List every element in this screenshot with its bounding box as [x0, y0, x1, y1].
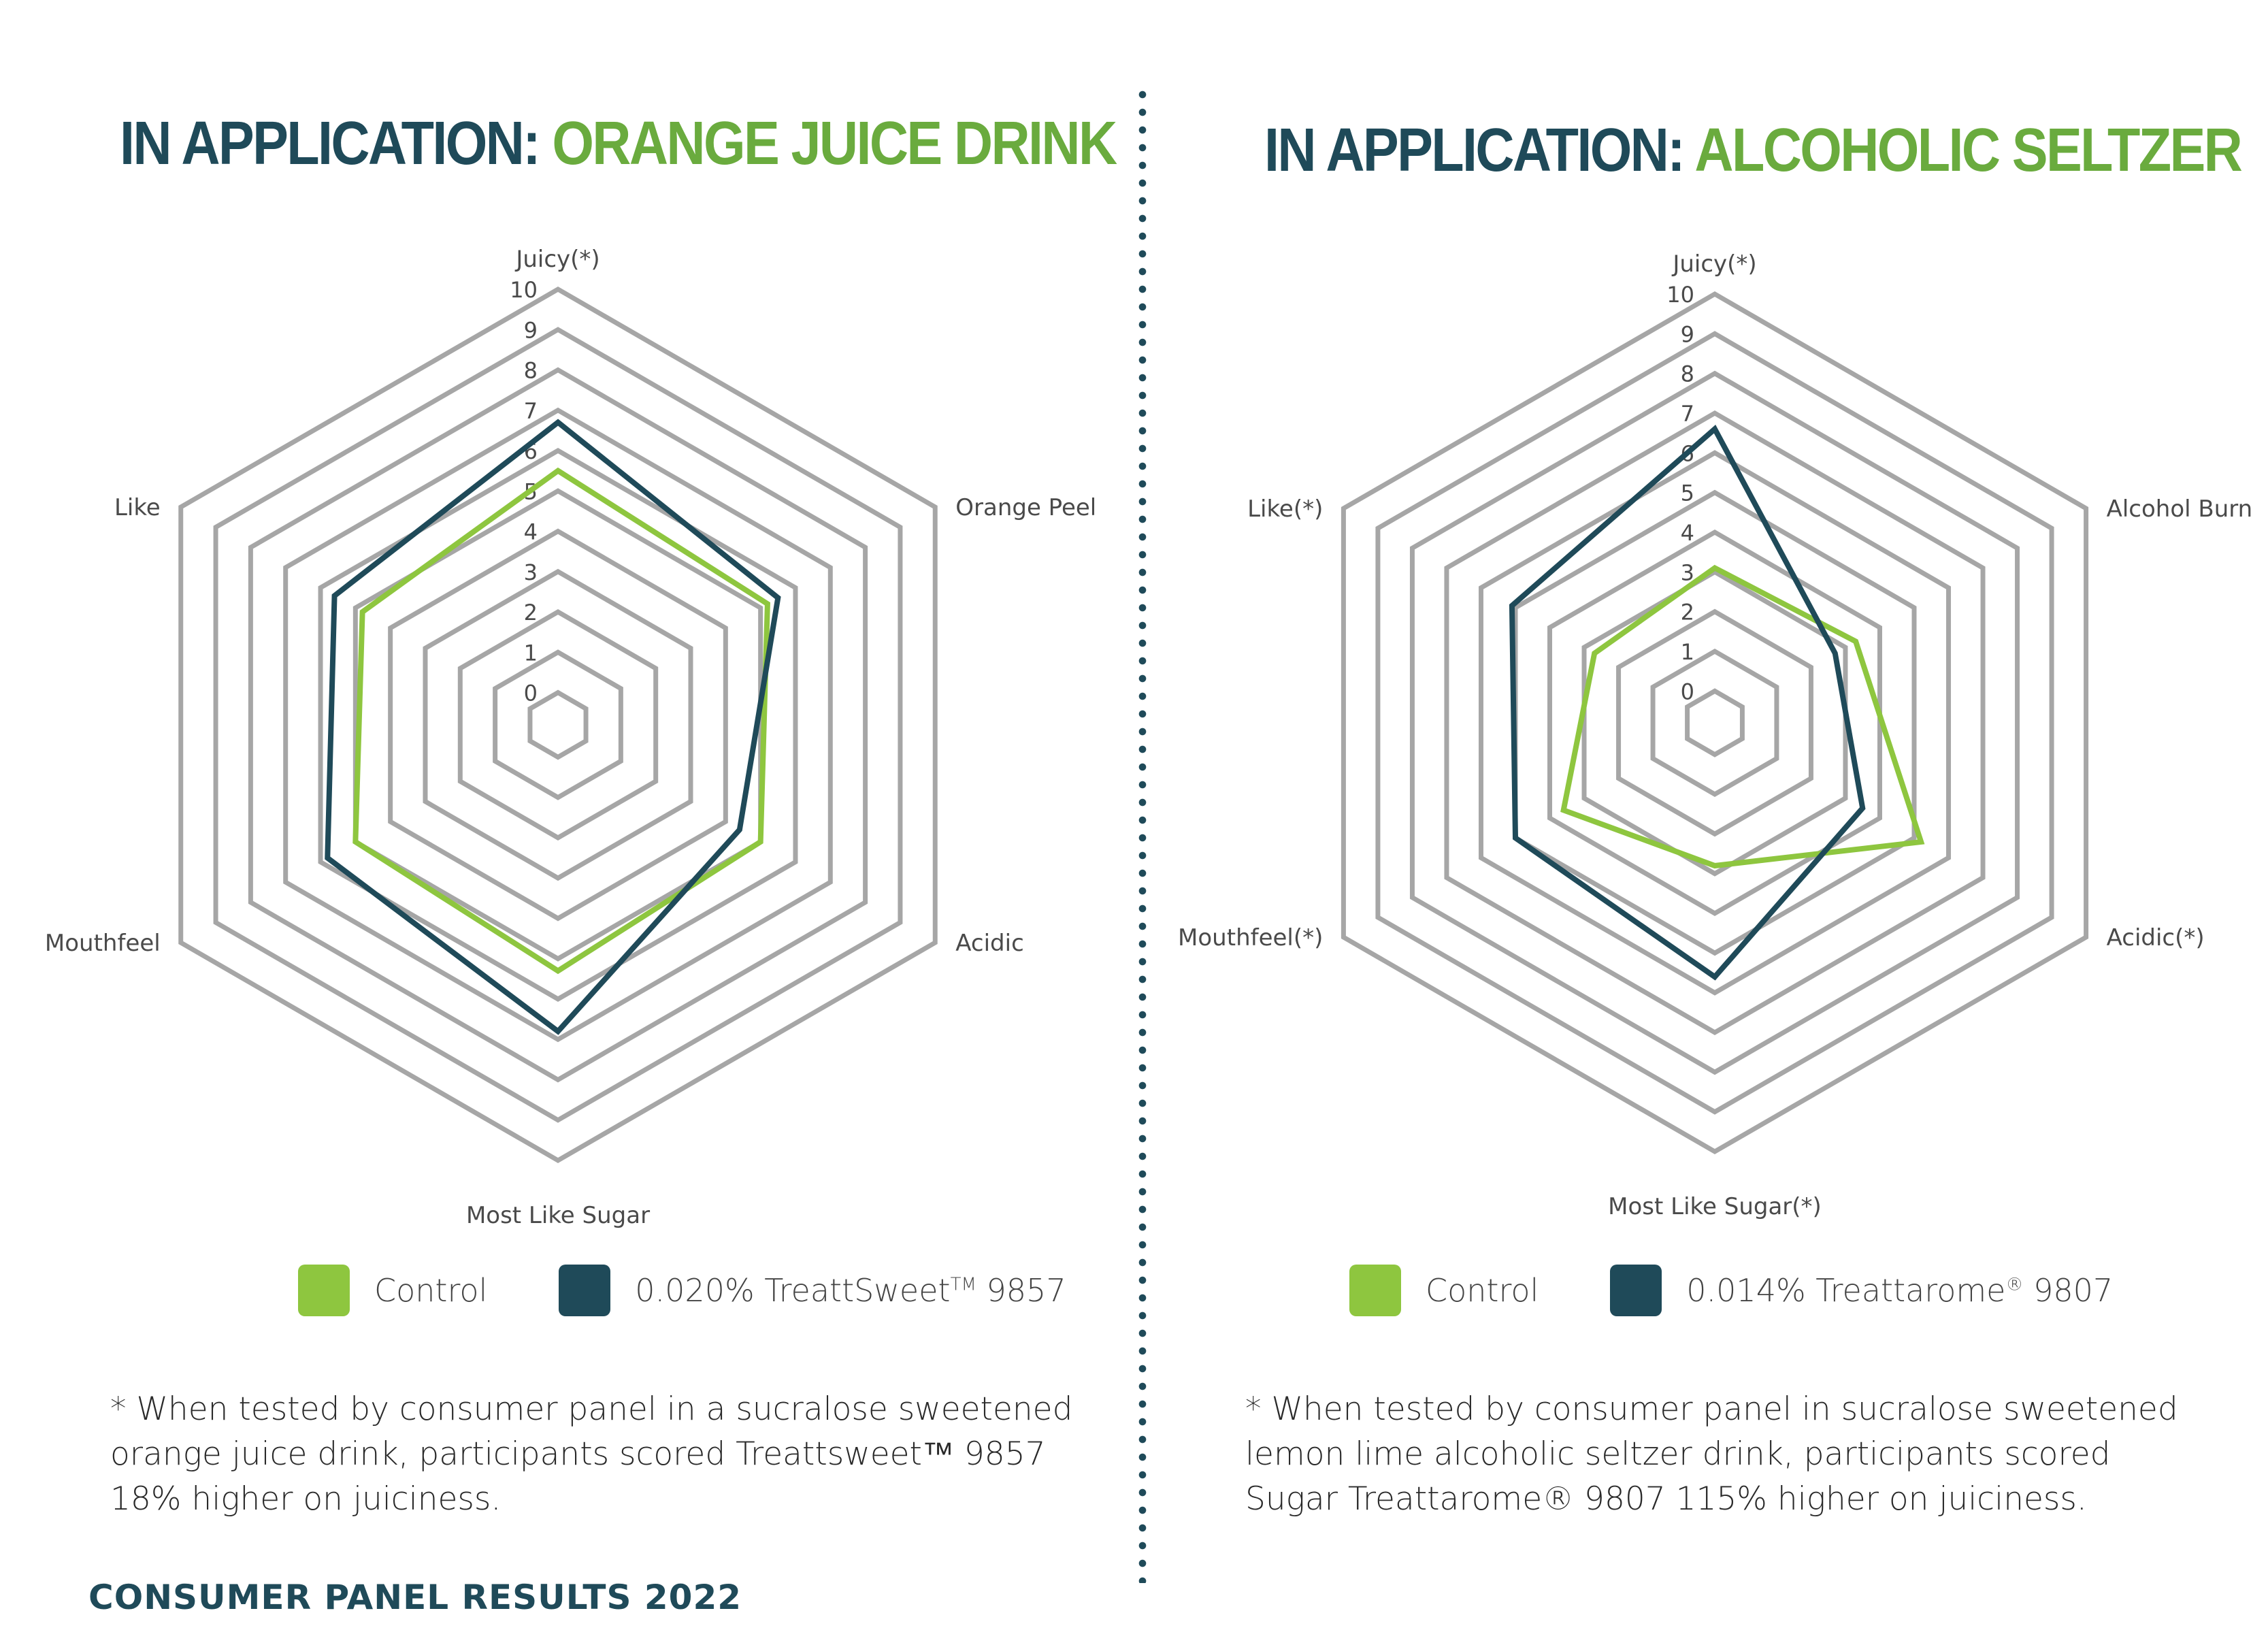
axis-label: Juicy(*) — [1671, 250, 1756, 278]
grid-ring — [352, 488, 763, 962]
grid-ring — [178, 286, 938, 1164]
grid-ring — [423, 568, 693, 881]
right-chart-title: IN APPLICATION: ALCOHOLIC SELTZER — [1264, 116, 2243, 186]
axis-label: Like — [114, 494, 161, 521]
grid-ring — [248, 367, 868, 1083]
tick-label: 7 — [1681, 401, 1694, 427]
tick-label: 7 — [524, 398, 538, 424]
footer-caption: CONSUMER PANEL RESULTS 2022 — [88, 1578, 742, 1617]
tick-label: 3 — [524, 559, 538, 585]
tick-label: 2 — [1681, 600, 1694, 625]
grid-ring — [527, 689, 589, 760]
tick-label: 9 — [524, 317, 538, 343]
series-line-treatment — [325, 419, 781, 1035]
series-line-treatment — [1509, 425, 1866, 981]
axis-label: Alcohol Burn — [2107, 495, 2253, 523]
grid-ring — [388, 528, 728, 922]
grid-ring — [318, 447, 798, 1003]
tick-label: 8 — [1681, 361, 1694, 387]
legend-label-control: Control — [374, 1272, 488, 1309]
tick-label: 1 — [1681, 639, 1694, 665]
tick-label: 0 — [524, 681, 538, 706]
axis-label: Acidic — [955, 930, 1024, 957]
axis-label: Acidic(*) — [2107, 924, 2205, 951]
legend-swatch-treatment — [559, 1265, 611, 1316]
tick-label: 4 — [524, 519, 538, 545]
legend-swatch-control — [298, 1265, 350, 1316]
axis-label: Most Like Sugar(*) — [1608, 1193, 1822, 1220]
radar-grid — [178, 286, 938, 1164]
dotted-divider — [1138, 86, 1147, 1583]
grid-ring — [1409, 370, 2020, 1075]
axis-label: Mouthfeel(*) — [1178, 924, 1323, 951]
legend-label-treatment: 0.020% TreattSweetTM 9857 — [635, 1272, 1066, 1309]
grid-ring — [1581, 569, 1848, 877]
footnote-line: orange juice drink, participants scored … — [110, 1435, 1046, 1473]
axis-label: Juicy(*) — [514, 246, 599, 273]
right-title-highlight: ALCOHOLIC SELTZER — [1694, 116, 2242, 184]
grid-ring — [213, 327, 903, 1123]
legend-swatch-control — [1349, 1265, 1401, 1316]
grid-ring — [1650, 648, 1779, 798]
tick-label: 10 — [1666, 282, 1694, 308]
tick-label: 4 — [1681, 520, 1694, 546]
tick-label: 3 — [1681, 559, 1694, 585]
axis-label: Most Like Sugar — [466, 1202, 650, 1229]
right-footnote: * When tested by consumer panel in sucra… — [1245, 1387, 2198, 1522]
tick-label: 9 — [1681, 321, 1694, 347]
grid-ring — [1547, 529, 1882, 917]
grid-ring — [1375, 331, 2054, 1115]
footnote-line: Sugar Treattarome® 9807 115% higher on j… — [1245, 1480, 2087, 1518]
axis-label: Orange Peel — [955, 494, 1096, 521]
legend-swatch-treatment — [1610, 1265, 1662, 1316]
grid-ring — [1341, 291, 2089, 1155]
left-footnote: * When tested by consumer panel in a suc… — [110, 1387, 1073, 1522]
grid-ring — [1444, 410, 1986, 1036]
left-title-prefix: IN APPLICATION: — [120, 110, 541, 178]
series-line-control — [352, 467, 770, 975]
left-chart-title: IN APPLICATION: ORANGE JUICE DRINK — [120, 109, 1117, 179]
grid-ring — [1685, 688, 1745, 758]
footnote-line: * When tested by consumer panel in a suc… — [110, 1390, 1073, 1428]
legend-label-control: Control — [1426, 1272, 1539, 1309]
legend-item-control: Control — [298, 1265, 487, 1316]
tick-label: 1 — [524, 640, 538, 666]
footnote-line: 18% higher on juiciness. — [110, 1480, 502, 1518]
grid-ring — [1478, 450, 1952, 996]
tick-label: 10 — [510, 277, 538, 303]
grid-ring — [493, 649, 623, 800]
series-line-control — [1560, 564, 1925, 869]
grid-ring — [1616, 608, 1813, 837]
legend-item-control: Control — [1349, 1265, 1539, 1316]
grid-ring — [457, 609, 659, 841]
footnote-line: * When tested by consumer panel in sucra… — [1245, 1390, 2178, 1428]
right-legend: Control 0.014% Treattarome® 9807 — [1349, 1265, 2184, 1316]
left-title-highlight: ORANGE JUICE DRINK — [552, 110, 1117, 178]
right-title-prefix: IN APPLICATION: — [1264, 116, 1686, 184]
tick-label: 8 — [524, 358, 538, 384]
grid-ring — [1513, 489, 1917, 956]
axis-label: Mouthfeel — [45, 930, 161, 957]
legend-item-treatment: 0.020% TreattSweetTM 9857 — [559, 1265, 1066, 1316]
tick-label: 0 — [1681, 679, 1694, 704]
tick-label: 5 — [1681, 481, 1694, 506]
grid-ring — [283, 407, 833, 1043]
radar-grid — [1341, 291, 2089, 1155]
tick-label: 2 — [524, 600, 538, 625]
footnote-line: lemon lime alcoholic seltzer drink, part… — [1245, 1435, 2111, 1473]
legend-item-treatment: 0.014% Treattarome® 9807 — [1610, 1265, 2113, 1316]
axis-label: Like(*) — [1247, 495, 1323, 523]
left-legend: Control 0.020% TreattSweetTM 9857 — [298, 1265, 1138, 1316]
legend-label-treatment: 0.014% Treattarome® 9807 — [1686, 1272, 2114, 1309]
